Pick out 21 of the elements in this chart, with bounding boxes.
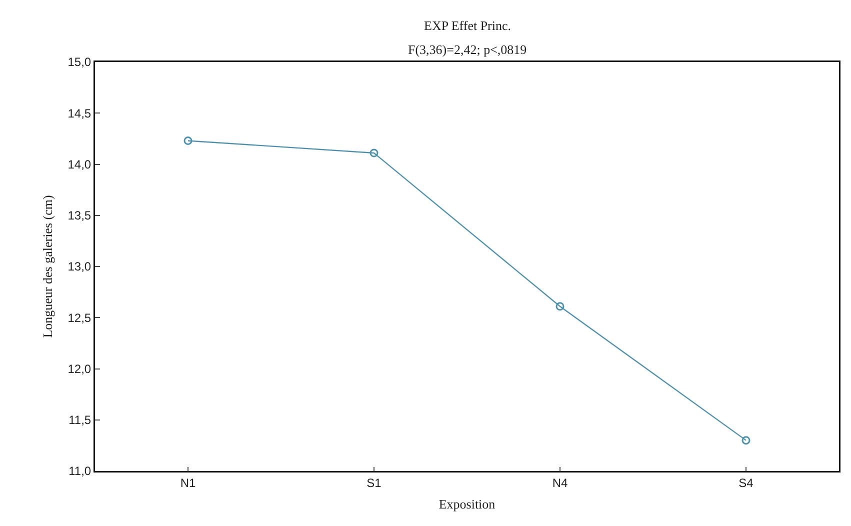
y-tick-label: 12,0 [68, 362, 92, 376]
y-tick-label: 11,5 [68, 413, 92, 428]
point [184, 136, 192, 145]
y-axis-title: Longueur des galeries (cm) [40, 195, 55, 338]
y-tick-label: 14,0 [68, 157, 92, 172]
y-tick-label: 13,5 [68, 208, 92, 223]
x-tick-label: N1 [180, 476, 196, 490]
x-axis-title: Exposition [438, 496, 496, 512]
y-tick-label: 12,5 [68, 310, 92, 325]
chart-subtitle: F(3,36)=2,42; p<,0819 [408, 42, 527, 57]
point [742, 436, 750, 445]
x-tick-label: N4 [552, 476, 568, 490]
y-tick-label: 13,0 [68, 260, 92, 274]
x-tick-label: S1 [366, 476, 382, 490]
x-tick-label: S4 [738, 476, 754, 490]
point [370, 148, 378, 158]
chart-title: EXP Effet Princ. [424, 18, 512, 33]
y-tick-label: 11,0 [68, 464, 92, 478]
y-tick-label: 15,0 [68, 55, 92, 70]
point [556, 302, 564, 311]
y-tick-label: 14,5 [68, 106, 92, 120]
